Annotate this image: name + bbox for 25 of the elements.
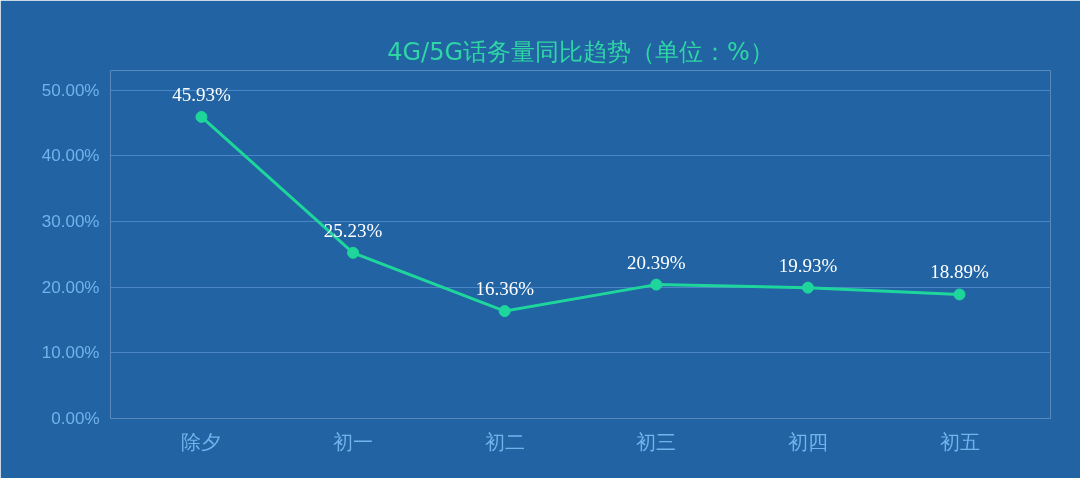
x-tick-label: 初一 xyxy=(333,429,374,454)
point xyxy=(650,278,663,291)
x-tick-label: 初三 xyxy=(636,429,677,454)
text: 45.93% xyxy=(172,83,231,105)
x-tick-label: 除夕 xyxy=(181,429,222,454)
point xyxy=(195,110,208,123)
point xyxy=(801,281,814,294)
y-tick-label: 50.00% xyxy=(41,80,100,100)
chart-title: 4G/5G话务量同比趋势（单位：%） xyxy=(387,37,774,66)
point xyxy=(347,246,360,259)
text: 16.36% xyxy=(475,278,534,300)
text: 25.23% xyxy=(323,219,383,241)
y-tick-label: 30.00% xyxy=(41,212,100,232)
y-tick-label: 20.00% xyxy=(41,277,100,297)
point xyxy=(498,305,511,318)
y-tick-label: 40.00% xyxy=(41,146,100,166)
x-tick-label: 初五 xyxy=(939,429,980,454)
x-tick-label: 初四 xyxy=(787,429,828,454)
text: 18.89% xyxy=(930,261,989,283)
x-tick-label: 初二 xyxy=(484,429,525,454)
text: 19.93% xyxy=(778,254,838,276)
y-tick-label: 0.00% xyxy=(51,409,100,428)
point xyxy=(953,288,966,301)
text: 20.39% xyxy=(627,251,686,273)
y-tick-label: 10.00% xyxy=(41,343,100,363)
